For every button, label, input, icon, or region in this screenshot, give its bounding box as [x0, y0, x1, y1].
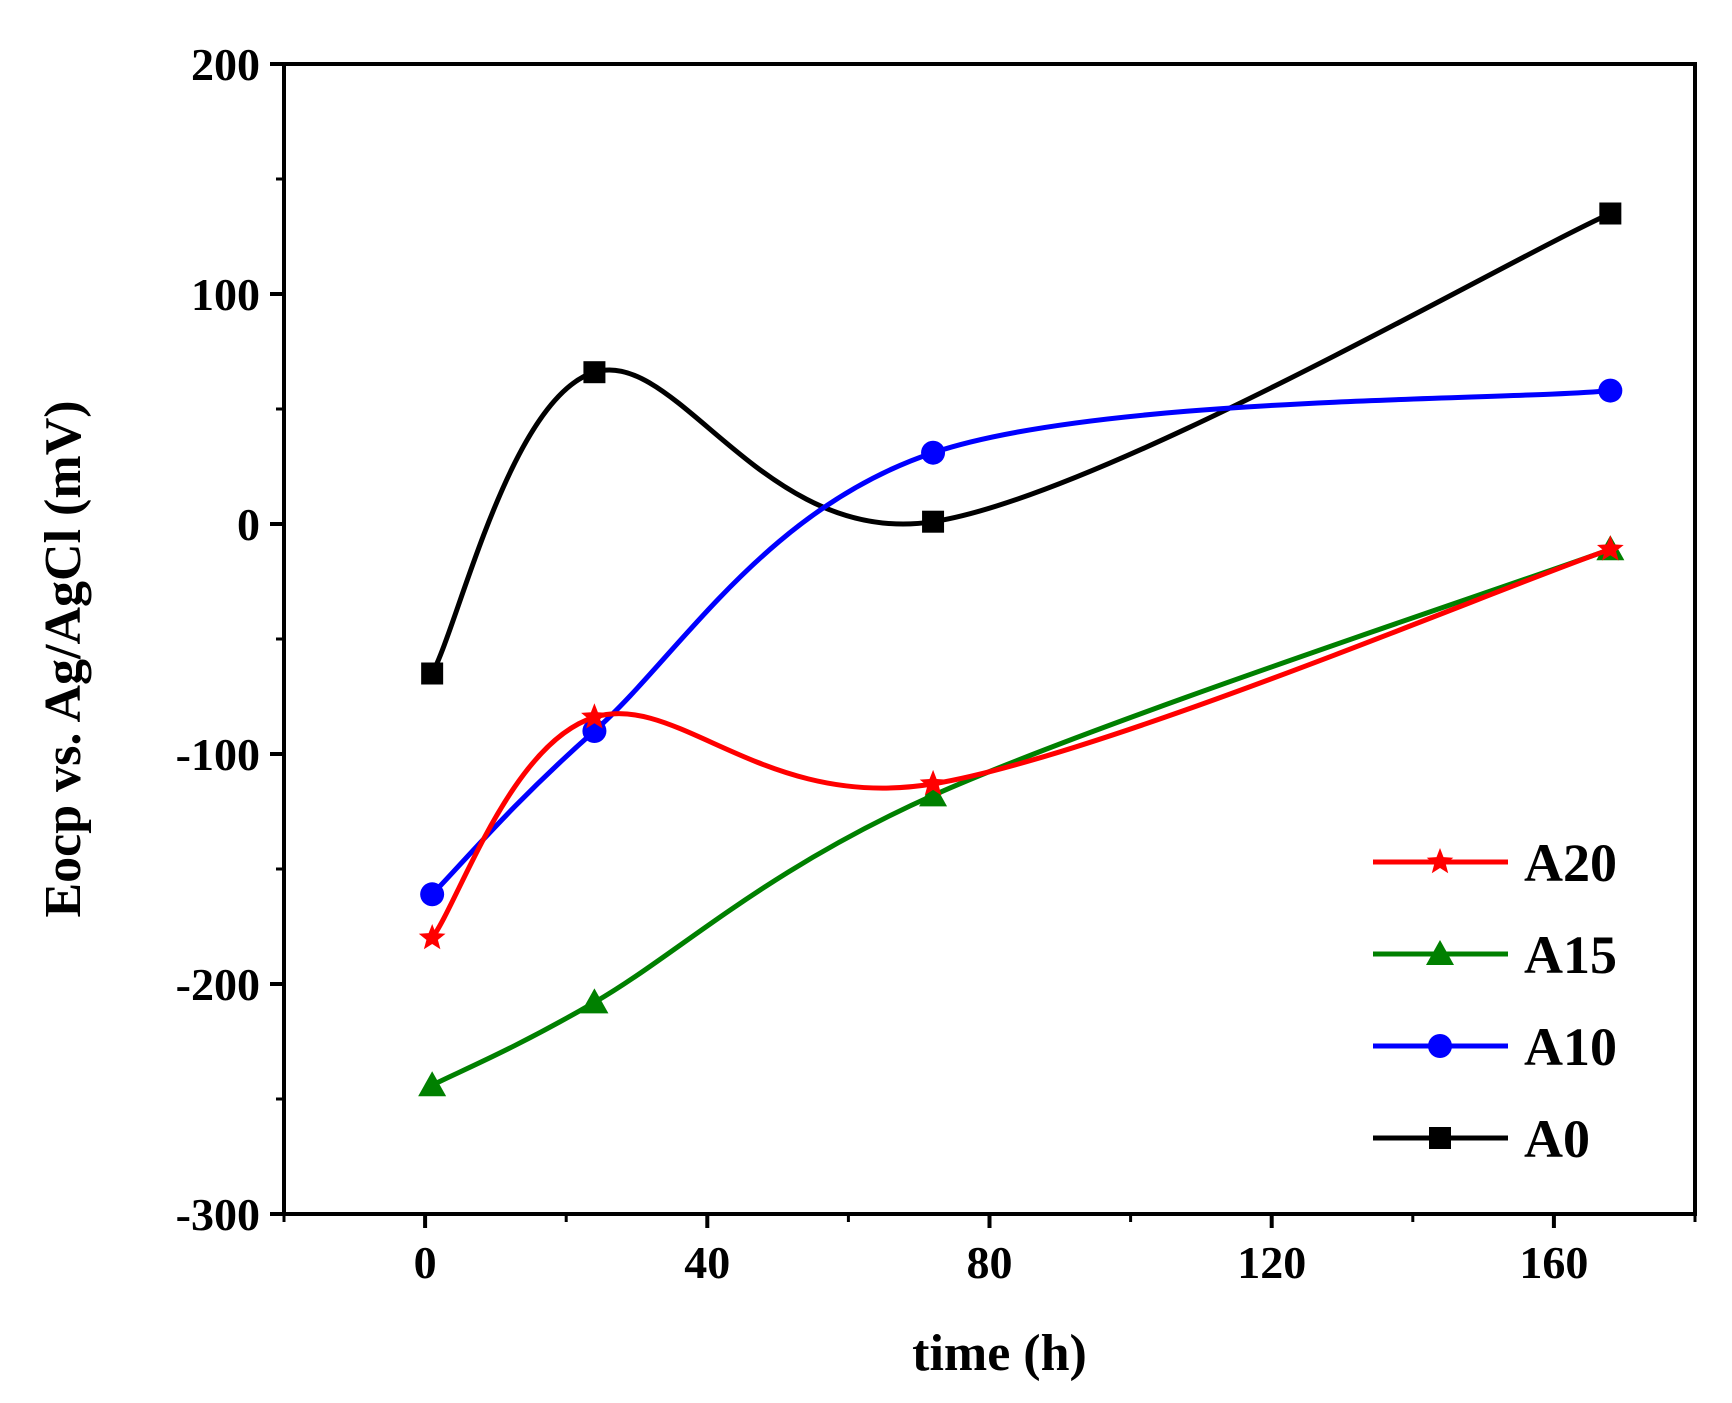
axes: -300 -200 -100 0 100 200 0 40 80 120 160	[176, 39, 1697, 1288]
data-point	[421, 662, 444, 685]
series-line	[430, 388, 1611, 897]
legend: A20 A15 A10 A0	[1373, 833, 1617, 1169]
data-point	[1598, 378, 1623, 403]
series-layer	[418, 202, 1625, 1097]
data-point	[580, 988, 609, 1014]
data-point	[581, 703, 608, 729]
x-axis-title: time (h)	[912, 1325, 1087, 1382]
legend-label: A20	[1524, 833, 1617, 893]
x-tick-label: 0	[414, 1237, 437, 1288]
data-point	[919, 769, 947, 796]
data-point	[418, 1071, 447, 1097]
x-tick-label: 80	[967, 1237, 1013, 1288]
y-axis-title: Eocp vs. Ag/AgCl (mV)	[35, 400, 92, 917]
series-a15	[418, 535, 1625, 1097]
legend-label: A0	[1524, 1109, 1590, 1169]
y-tick-label: 100	[191, 269, 260, 320]
legend-label: A15	[1524, 925, 1617, 985]
legend-item-a20: A20	[1373, 833, 1617, 893]
data-point	[418, 924, 446, 950]
plot-frame	[282, 62, 1697, 1216]
x-tick-label: 120	[1237, 1237, 1306, 1288]
series-line	[431, 546, 1612, 1088]
y-tick-label: -300	[176, 1189, 260, 1240]
series-line	[430, 546, 1612, 940]
series-a20	[418, 535, 1624, 950]
data-point	[921, 440, 946, 465]
series-a10	[420, 378, 1623, 907]
y-tick-label: 0	[237, 499, 260, 550]
series-a0	[421, 202, 1622, 685]
x-tick-label: 160	[1519, 1237, 1588, 1288]
series-line	[429, 211, 1612, 675]
legend-marker	[1428, 1034, 1452, 1058]
legend-item-a0: A0	[1373, 1109, 1590, 1169]
y-tick-label: -100	[176, 729, 260, 780]
data-point	[1599, 202, 1622, 225]
data-point	[919, 781, 948, 807]
legend-marker	[1426, 848, 1454, 874]
legend-item-a15: A15	[1373, 925, 1617, 985]
data-point	[1597, 535, 1624, 561]
data-point	[420, 882, 445, 907]
x-tick-label: 40	[684, 1237, 730, 1288]
y-tick-label: -200	[176, 959, 260, 1010]
y-tick-label: 200	[191, 39, 260, 90]
data-point	[922, 510, 945, 533]
legend-item-a10: A10	[1373, 1017, 1617, 1077]
legend-marker	[1429, 1127, 1451, 1149]
data-point	[583, 361, 606, 384]
legend-label: A10	[1524, 1017, 1617, 1077]
legend-marker	[1426, 940, 1454, 965]
